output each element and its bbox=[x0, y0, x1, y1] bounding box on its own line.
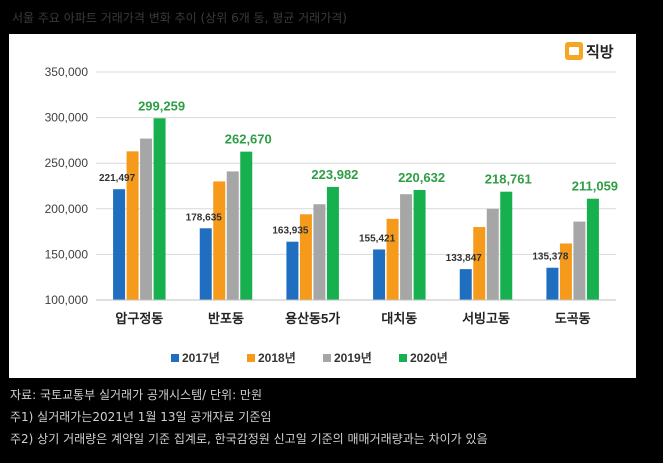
bar-2-5 bbox=[573, 221, 586, 300]
bar-1-3 bbox=[386, 218, 399, 300]
bar-3-3 bbox=[413, 189, 426, 300]
bar-0-3 bbox=[373, 249, 386, 300]
footnote-1: 주1) 실거래가는2021년 1월 13일 공개자료 기준임 bbox=[10, 410, 272, 424]
x-tick-label: 반포동 bbox=[208, 311, 244, 326]
data-label-2020: 211,059 bbox=[572, 179, 618, 194]
data-label-2020: 262,670 bbox=[225, 132, 272, 147]
bar-0-1 bbox=[199, 228, 212, 300]
y-tick-label: 150,000 bbox=[45, 247, 89, 261]
x-tick-label: 도곡동 bbox=[555, 311, 591, 326]
bar-1-4 bbox=[473, 227, 486, 300]
legend-swatch-2 bbox=[323, 354, 331, 362]
legend-label-1: 2018년 bbox=[258, 351, 296, 365]
bar-3-1 bbox=[240, 151, 253, 300]
bar-1-1 bbox=[213, 181, 226, 300]
source-note: 자료: 국토교통부 실거래가 공개시스템/ 단위: 만원 bbox=[10, 388, 263, 402]
bar-0-0 bbox=[113, 189, 126, 300]
y-tick-label: 350,000 bbox=[45, 65, 89, 79]
page-title: 서울 주요 아파트 거래가격 변화 추이 (상위 6개 동, 평균 거래가격) bbox=[12, 11, 347, 25]
data-label-2020: 299,259 bbox=[138, 98, 185, 113]
bar-0-2 bbox=[286, 241, 299, 300]
bar-0-4 bbox=[459, 269, 472, 300]
bar-2-2 bbox=[313, 204, 326, 300]
bar-2-0 bbox=[140, 138, 153, 300]
data-label-2020: 218,761 bbox=[485, 172, 532, 187]
bar-1-0 bbox=[126, 151, 139, 300]
data-label-2017: 135,378 bbox=[532, 252, 569, 263]
y-tick-label: 300,000 bbox=[45, 111, 89, 125]
x-tick-label: 대치동 bbox=[381, 311, 417, 326]
data-label-2017: 221,497 bbox=[99, 173, 136, 184]
legend-label-0: 2017년 bbox=[182, 351, 220, 365]
legend-swatch-3 bbox=[399, 354, 407, 362]
data-label-2020: 220,632 bbox=[398, 170, 445, 185]
data-label-2020: 223,982 bbox=[311, 167, 358, 182]
legend-label-2: 2019년 bbox=[334, 351, 372, 365]
x-tick-label: 압구정동 bbox=[115, 311, 163, 326]
title-bar: 서울 주요 아파트 거래가격 변화 추이 (상위 6개 동, 평균 거래가격) bbox=[0, 0, 663, 34]
bar-3-2 bbox=[326, 186, 339, 300]
x-tick-label: 서빙고동 bbox=[462, 311, 510, 326]
legend-label-3: 2020년 bbox=[410, 351, 448, 365]
footnote-2: 주2) 상기 거래량은 계약일 기준 집계로, 한국감정원 신고일 기준의 매매… bbox=[10, 432, 488, 446]
bar-3-0 bbox=[153, 118, 166, 301]
x-tick-label: 용산동5가 bbox=[285, 311, 340, 326]
y-tick-label: 250,000 bbox=[45, 156, 89, 170]
bar-2-4 bbox=[486, 208, 499, 300]
brand-logo-text: 직방 bbox=[586, 42, 614, 61]
bar-3-5 bbox=[586, 198, 599, 300]
legend-swatch-1 bbox=[247, 354, 255, 362]
bar-0-5 bbox=[546, 267, 559, 300]
bar-3-4 bbox=[500, 191, 513, 300]
legend-swatch-0 bbox=[171, 354, 179, 362]
chart-area: 100,000 150,000 200,000 250,000 300,000 350,0… bbox=[9, 34, 636, 378]
data-label-2017: 133,847 bbox=[446, 253, 483, 264]
bar-1-2 bbox=[299, 214, 312, 300]
y-tick-label: 100,000 bbox=[45, 293, 89, 307]
y-tick-label: 200,000 bbox=[45, 202, 89, 216]
bar-2-3 bbox=[400, 194, 413, 300]
footnotes: 자료: 국토교통부 실거래가 공개시스템/ 단위: 만원 주1) 실거래가는20… bbox=[10, 384, 655, 450]
bar-chart: 100,000 150,000 200,000 250,000 300,000 350,0… bbox=[45, 65, 618, 365]
bar-2-1 bbox=[226, 171, 239, 300]
house-logo-icon bbox=[565, 42, 583, 60]
data-label-2017: 163,935 bbox=[272, 226, 309, 237]
brand-logo: 직방 bbox=[565, 41, 614, 61]
data-label-2017: 155,421 bbox=[359, 233, 396, 244]
data-label-2017: 178,635 bbox=[186, 212, 223, 223]
bar-1-5 bbox=[559, 243, 572, 300]
